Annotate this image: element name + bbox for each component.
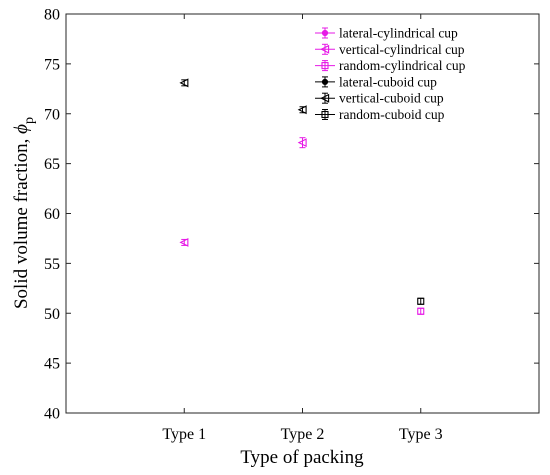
data-points [179,78,425,315]
y-tick-label: 50 [44,306,60,323]
y-tick-label: 45 [44,356,60,373]
legend-marker [321,110,329,119]
legend-item: lateral-cylindrical cup [315,26,458,41]
legend-label: random-cuboid cup [339,107,445,122]
y-tick-label: 70 [44,106,60,123]
y-tick-label: 65 [44,156,60,173]
y-axis-ticks: 40 45 50 55 60 65 70 75 80 [44,7,539,423]
x-axis-label: Type of packing [240,447,364,468]
x-tick-label: Type 2 [281,426,325,443]
y-axis-label-text: Solid volume fraction, [11,134,32,309]
legend-marker [321,78,329,86]
y-axis-label-subscript: p [22,117,37,124]
data-point [179,78,189,88]
legend-label: lateral-cuboid cup [339,74,437,89]
data-point [297,105,307,115]
legend-label: vertical-cylindrical cup [339,42,465,57]
plot-area [65,13,540,414]
y-tick-label: 60 [44,206,60,223]
legend: lateral-cylindrical cupvertical-cylindri… [315,26,466,122]
legend-marker [320,93,330,103]
data-point [417,307,425,315]
data-point [297,138,307,148]
legend-item: vertical-cylindrical cup [315,42,465,57]
legend-item: vertical-cuboid cup [315,91,444,106]
legend-marker [320,44,330,54]
y-tick-label: 80 [44,7,60,24]
x-axis-ticks: Type 1 Type 2 Type 3 [162,14,443,443]
legend-label: lateral-cylindrical cup [339,26,458,41]
y-tick-label: 40 [44,406,60,423]
y-tick-label: 55 [44,256,60,273]
legend-marker [321,62,329,70]
legend-item: lateral-cuboid cup [315,74,437,89]
legend-marker [321,29,329,37]
data-point [179,237,189,247]
y-axis-label: Solid volume fraction, ϕp [11,117,37,309]
x-tick-label: Type 3 [399,426,443,443]
data-point [417,297,425,305]
legend-item: random-cylindrical cup [315,58,466,73]
legend-label: vertical-cuboid cup [339,91,444,106]
legend-item: random-cuboid cup [315,107,445,122]
y-axis-label-symbol: ϕ [11,124,32,134]
y-tick-label: 75 [44,56,60,73]
x-tick-label: Type 1 [162,426,206,443]
legend-label: random-cylindrical cup [339,58,466,73]
